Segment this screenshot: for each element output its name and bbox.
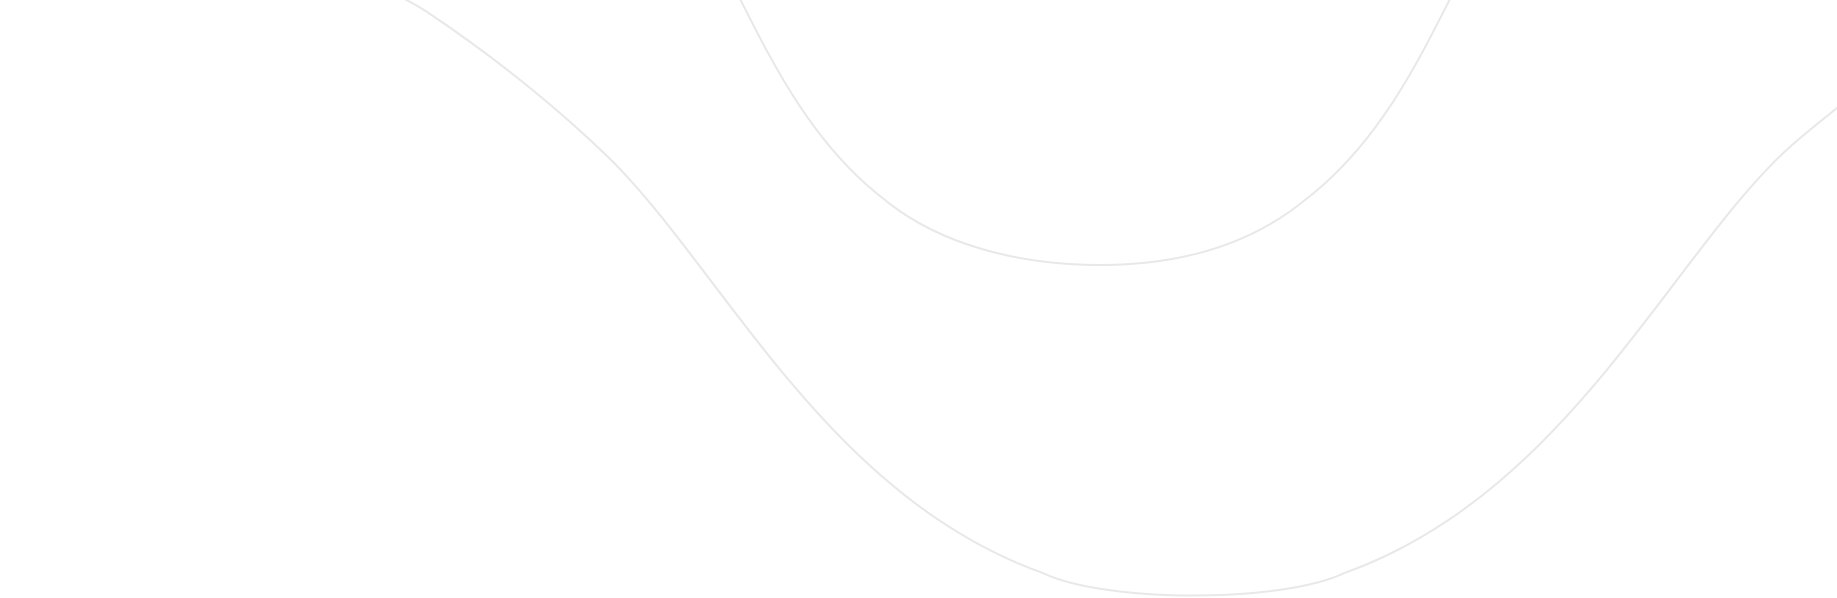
wave-line xyxy=(404,0,1837,597)
u-curve xyxy=(739,0,1451,267)
